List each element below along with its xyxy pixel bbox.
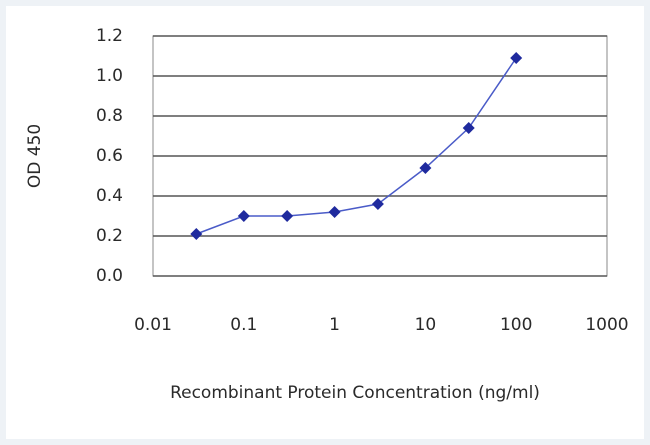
data-point <box>237 210 250 222</box>
y-tick-label: 0.4 <box>96 186 123 206</box>
data-point <box>510 52 523 64</box>
y-tick-label: 0.0 <box>96 266 123 286</box>
y-tick-label: 0.6 <box>96 146 123 166</box>
x-tick-label: 100 <box>500 315 532 335</box>
y-tick-label: 0.8 <box>96 106 123 126</box>
data-point <box>328 206 341 218</box>
x-tick-label: 0.1 <box>230 315 257 335</box>
data-line <box>196 57 517 235</box>
y-tick-label: 1.2 <box>96 26 123 46</box>
x-tick-label: 1000 <box>585 315 628 335</box>
data-point <box>281 210 294 222</box>
x-tick-label: 0.01 <box>134 315 172 335</box>
x-axis-title: Recombinant Protein Concentration (ng/ml… <box>170 383 540 403</box>
x-tick-label: 1 <box>329 315 340 335</box>
y-tick-label: 1.0 <box>96 66 123 86</box>
data-point <box>371 198 384 210</box>
x-tick-label: 10 <box>415 315 437 335</box>
y-tick-label: 0.2 <box>96 226 123 246</box>
data-point <box>190 228 203 240</box>
data-point <box>419 162 432 174</box>
data-point <box>462 122 475 134</box>
y-axis-title: OD 450 <box>25 124 45 188</box>
